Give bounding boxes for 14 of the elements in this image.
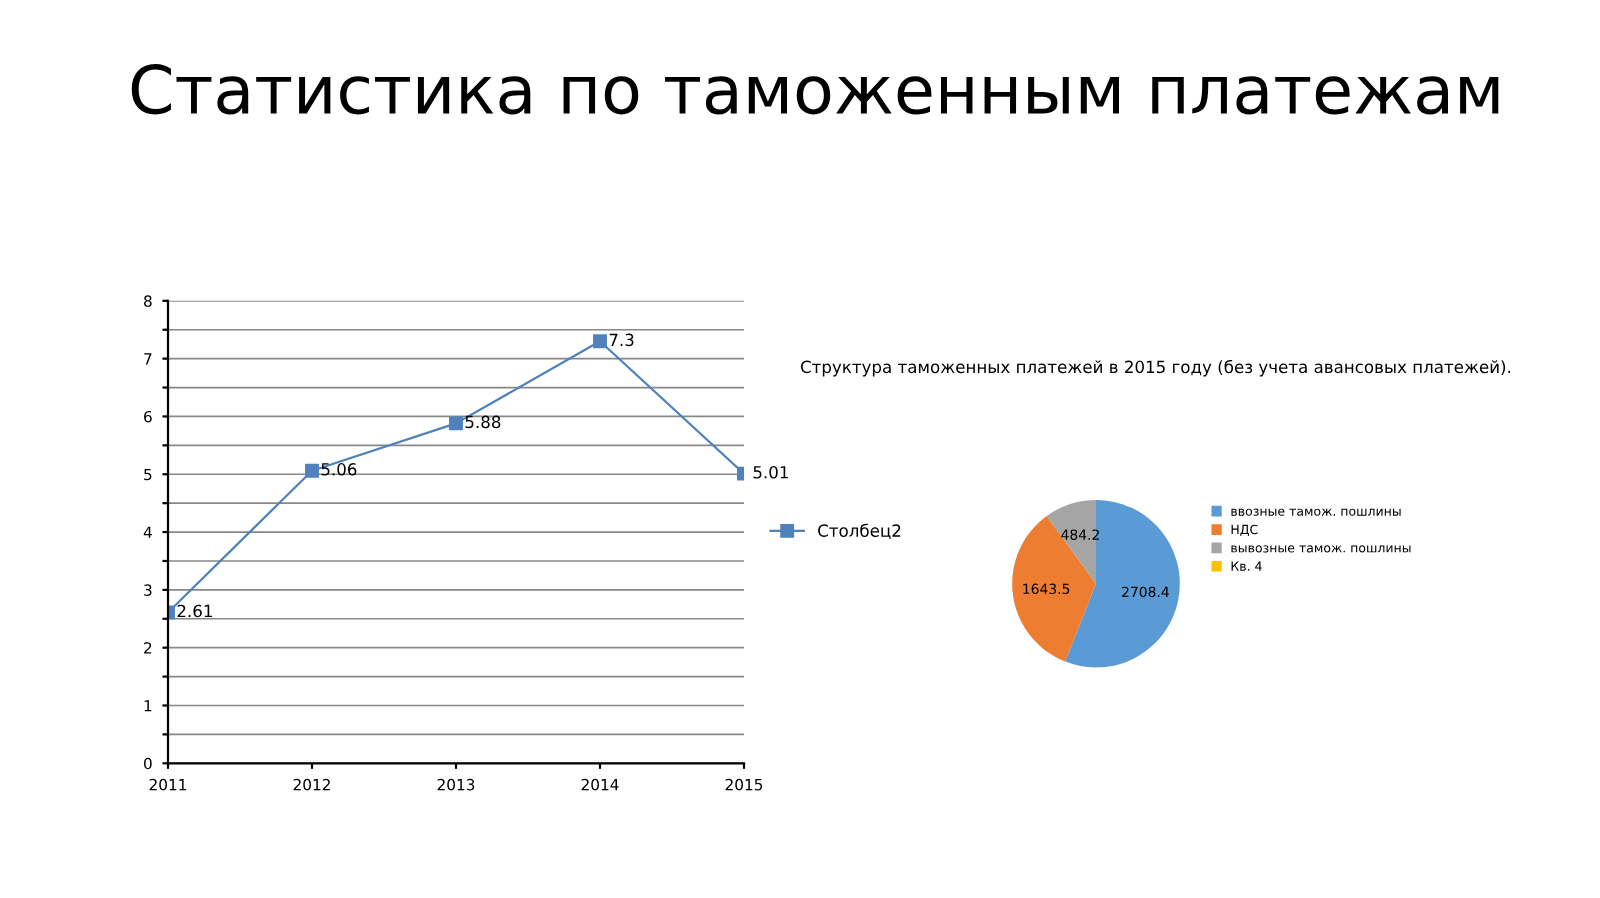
chart-title: Статистика по таможенным платежам <box>131 64 1499 115</box>
pie-slice <box>1065 499 1180 668</box>
pie-slice <box>1012 515 1096 662</box>
point <box>593 334 607 349</box>
point <box>449 416 463 431</box>
data-label: 5.06 <box>321 463 357 476</box>
data-label: 5.01 <box>753 465 788 479</box>
data-label: 2.61 <box>177 604 212 618</box>
data-label: 7.3 <box>609 333 634 347</box>
legend-label: Столбец2 <box>818 523 901 539</box>
point <box>305 463 319 478</box>
pie-slice <box>1046 499 1096 584</box>
chart-title: Структура таможенных платежей в 2015 году (без учета авансовых платежей). <box>800 359 1511 377</box>
data-label: 5.88 <box>465 415 501 429</box>
